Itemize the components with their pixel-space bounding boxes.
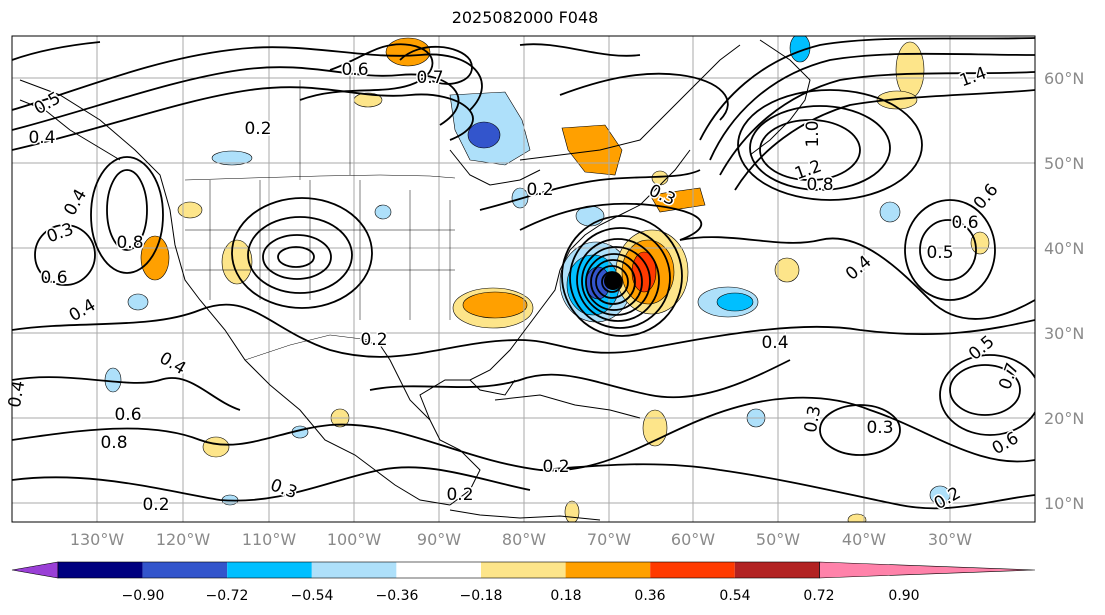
positive-anomaly-patch <box>177 201 203 219</box>
negative-anomaly-patch <box>127 293 149 311</box>
lat-label: 40°N <box>1044 239 1084 258</box>
contour-label: 1.0 <box>803 120 823 147</box>
contour-label: 0.8 <box>100 433 127 453</box>
lat-label: 20°N <box>1044 409 1084 428</box>
negative-anomaly-patch <box>467 121 501 149</box>
lon-label: 110°W <box>242 530 297 549</box>
lat-label: 60°N <box>1044 69 1084 88</box>
contour-label: 0.4 <box>761 333 788 353</box>
colorbar-frame <box>57 561 820 579</box>
contour-label: 0.8 <box>116 233 143 253</box>
colorbar-tick-label: −0.72 <box>206 588 249 604</box>
positive-anomaly-patch <box>385 37 431 67</box>
lat-label: 50°N <box>1044 154 1084 173</box>
colorbar-tick-label: −0.36 <box>376 588 419 604</box>
lon-label: 130°W <box>70 530 125 549</box>
lon-label: 100°W <box>327 530 382 549</box>
negative-anomaly-patch <box>879 201 901 223</box>
contour-label: 0.6 <box>341 60 368 80</box>
lon-label: 90°W <box>417 530 461 549</box>
colorbar <box>11 561 1036 579</box>
colorbar-segment <box>311 562 397 578</box>
positive-anomaly-patch <box>774 257 800 283</box>
lon-label: 120°W <box>156 530 211 549</box>
lon-label: 80°W <box>502 530 546 549</box>
storm-center-marker <box>604 272 622 290</box>
positive-anomaly-patch <box>140 235 170 281</box>
contour-label: 0.2 <box>244 119 271 139</box>
colorbar-tick-labels: −0.90 −0.72 −0.54 −0.36 −0.18 0.18 0.36 … <box>122 588 920 604</box>
political-boundaries <box>184 60 456 361</box>
negative-anomaly-patch <box>104 367 122 393</box>
contour-label: 0.4 <box>28 128 55 148</box>
negative-anomaly-patch <box>211 150 253 166</box>
contour-label: 0.7 <box>416 68 443 88</box>
negative-anomaly-patch <box>374 204 392 220</box>
graticule <box>12 36 1035 522</box>
colorbar-segment <box>565 562 651 578</box>
lon-label: 30°W <box>928 530 972 549</box>
colorbar-segment <box>58 562 143 578</box>
negative-anomaly-patch <box>716 292 754 312</box>
positive-anomaly-patch <box>847 513 867 522</box>
contour-label: 0.2 <box>526 180 553 200</box>
contour-label: 0.4 <box>5 379 29 409</box>
contour-label: 0.8 <box>806 175 833 195</box>
positive-anomaly-patch <box>970 231 990 255</box>
coastlines <box>19 39 811 521</box>
colorbar-extend-min <box>11 561 59 579</box>
colorbar-segment <box>650 562 735 578</box>
positive-anomaly-patch <box>462 291 528 319</box>
contour-label: 0.5 <box>926 243 953 263</box>
colorbar-tick-label: −0.54 <box>291 588 334 604</box>
positive-anomaly-patch <box>221 239 253 285</box>
map-frame <box>11 35 1036 523</box>
colorbar-tick-label: 0.54 <box>719 588 750 604</box>
positive-anomaly-patch <box>564 500 580 522</box>
colorbar-tick-label: 0.18 <box>550 588 581 604</box>
colorbar-tick-label: −0.90 <box>122 588 165 604</box>
colorbar-segment <box>396 562 481 578</box>
contour-label: 0.6 <box>40 268 67 288</box>
positive-anomaly-patch <box>202 436 230 458</box>
lon-label: 40°W <box>842 530 886 549</box>
colorbar-tick-label: −0.18 <box>460 588 503 604</box>
lat-label: 30°N <box>1044 324 1084 343</box>
colorbar-segment <box>481 562 566 578</box>
lat-label: 10°N <box>1044 494 1084 513</box>
colorbar-segment <box>227 562 312 578</box>
longitude-labels: 130°W 120°W 110°W 100°W 90°W 80°W 70°W 6… <box>70 530 972 549</box>
lon-label: 50°W <box>756 530 800 549</box>
colorbar-tick-label: 0.36 <box>634 588 665 604</box>
contour-lines <box>12 37 1035 510</box>
colorbar-extend-max <box>819 561 1036 579</box>
colorbar-tick-label: 0.72 <box>803 588 834 604</box>
map-title: 2025082000 F048 <box>451 8 599 27</box>
colorbar-segment <box>734 562 820 578</box>
colorbar-tick-label: 0.90 <box>888 588 919 604</box>
contour-label: 0.2 <box>360 330 387 350</box>
latitude-labels: 60°N 50°N 40°N 30°N 20°N 10°N <box>1044 69 1084 513</box>
contour-label: 0.3 <box>801 404 825 434</box>
positive-anomaly-patch <box>895 41 925 99</box>
contour-label: 0.6 <box>114 405 141 425</box>
colorbar-segment <box>142 562 228 578</box>
contour-label: 0.2 <box>142 495 169 515</box>
contour-label: 0.3 <box>866 418 893 438</box>
contour-label: 0.2 <box>446 485 473 505</box>
contour-label: 0.2 <box>542 457 569 477</box>
lon-label: 60°W <box>671 530 715 549</box>
contour-label: 0.6 <box>951 213 978 233</box>
lon-label: 70°W <box>587 530 631 549</box>
